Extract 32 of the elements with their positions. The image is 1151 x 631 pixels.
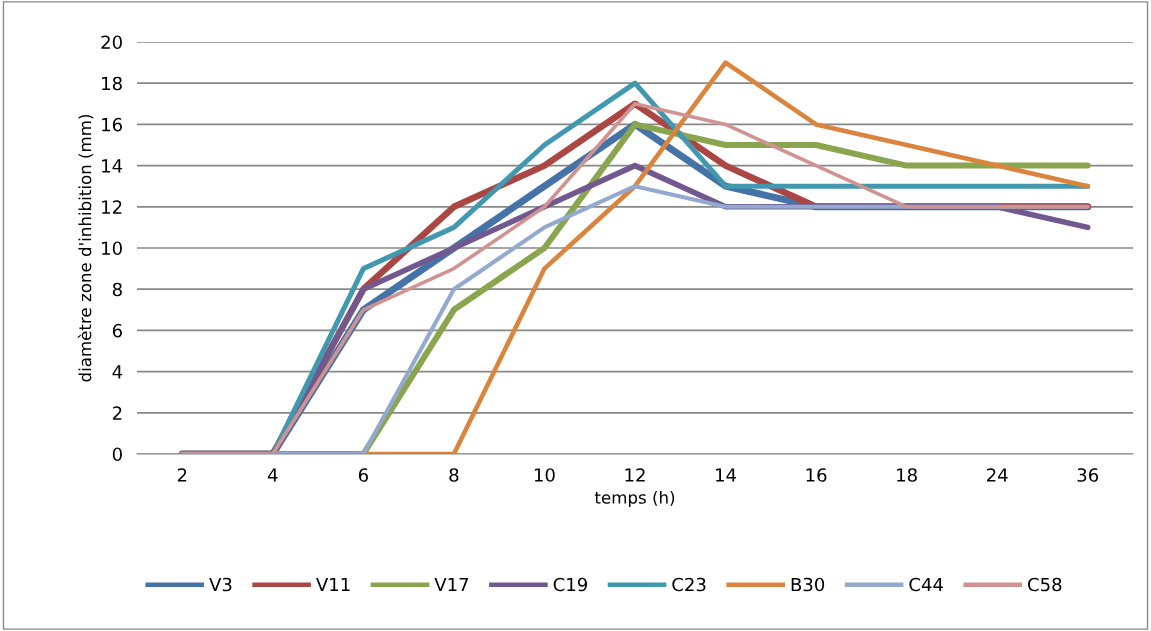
y-tick-label: 2 (112, 406, 122, 420)
x-tick-label: 10 (534, 468, 555, 482)
x-tick-label: 12 (625, 468, 645, 482)
y-tick-label: 0 (112, 447, 122, 462)
legend-label: C19 (553, 577, 587, 592)
y-tick-label: 12 (102, 200, 122, 214)
legend-label: V11 (316, 577, 350, 592)
x-tick-label: 24 (987, 468, 1008, 482)
legend-label: V17 (434, 577, 469, 592)
x-tick-label: 14 (716, 468, 737, 482)
x-tick-label: 4 (267, 468, 278, 482)
y-tick-label: 18 (102, 76, 122, 91)
x-tick-label: 18 (897, 468, 917, 482)
x-tick-label: 16 (806, 468, 827, 482)
y-tick-label: 6 (112, 323, 122, 338)
legend-label: C23 (672, 577, 706, 592)
legend-label: C44 (909, 577, 943, 592)
x-tick-label: 36 (1077, 468, 1099, 482)
y-tick-label: 8 (112, 282, 122, 297)
y-axis-title: diamètre zone d'inhibition (mm) (77, 114, 94, 382)
x-tick-label: 6 (358, 468, 368, 482)
y-tick-label: 4 (112, 365, 123, 379)
x-tick-label: 8 (449, 468, 459, 482)
x-tick-label: 2 (177, 468, 187, 482)
y-tick-label: 16 (102, 117, 122, 132)
y-tick-label: 14 (102, 159, 123, 173)
legend-label: B30 (791, 577, 825, 592)
x-axis-title: temps (h) (594, 490, 675, 508)
legend-label: C58 (1028, 577, 1062, 592)
y-tick-label: 20 (101, 35, 122, 50)
y-tick-label: 10 (102, 241, 122, 256)
legend-label: V3 (209, 577, 232, 592)
